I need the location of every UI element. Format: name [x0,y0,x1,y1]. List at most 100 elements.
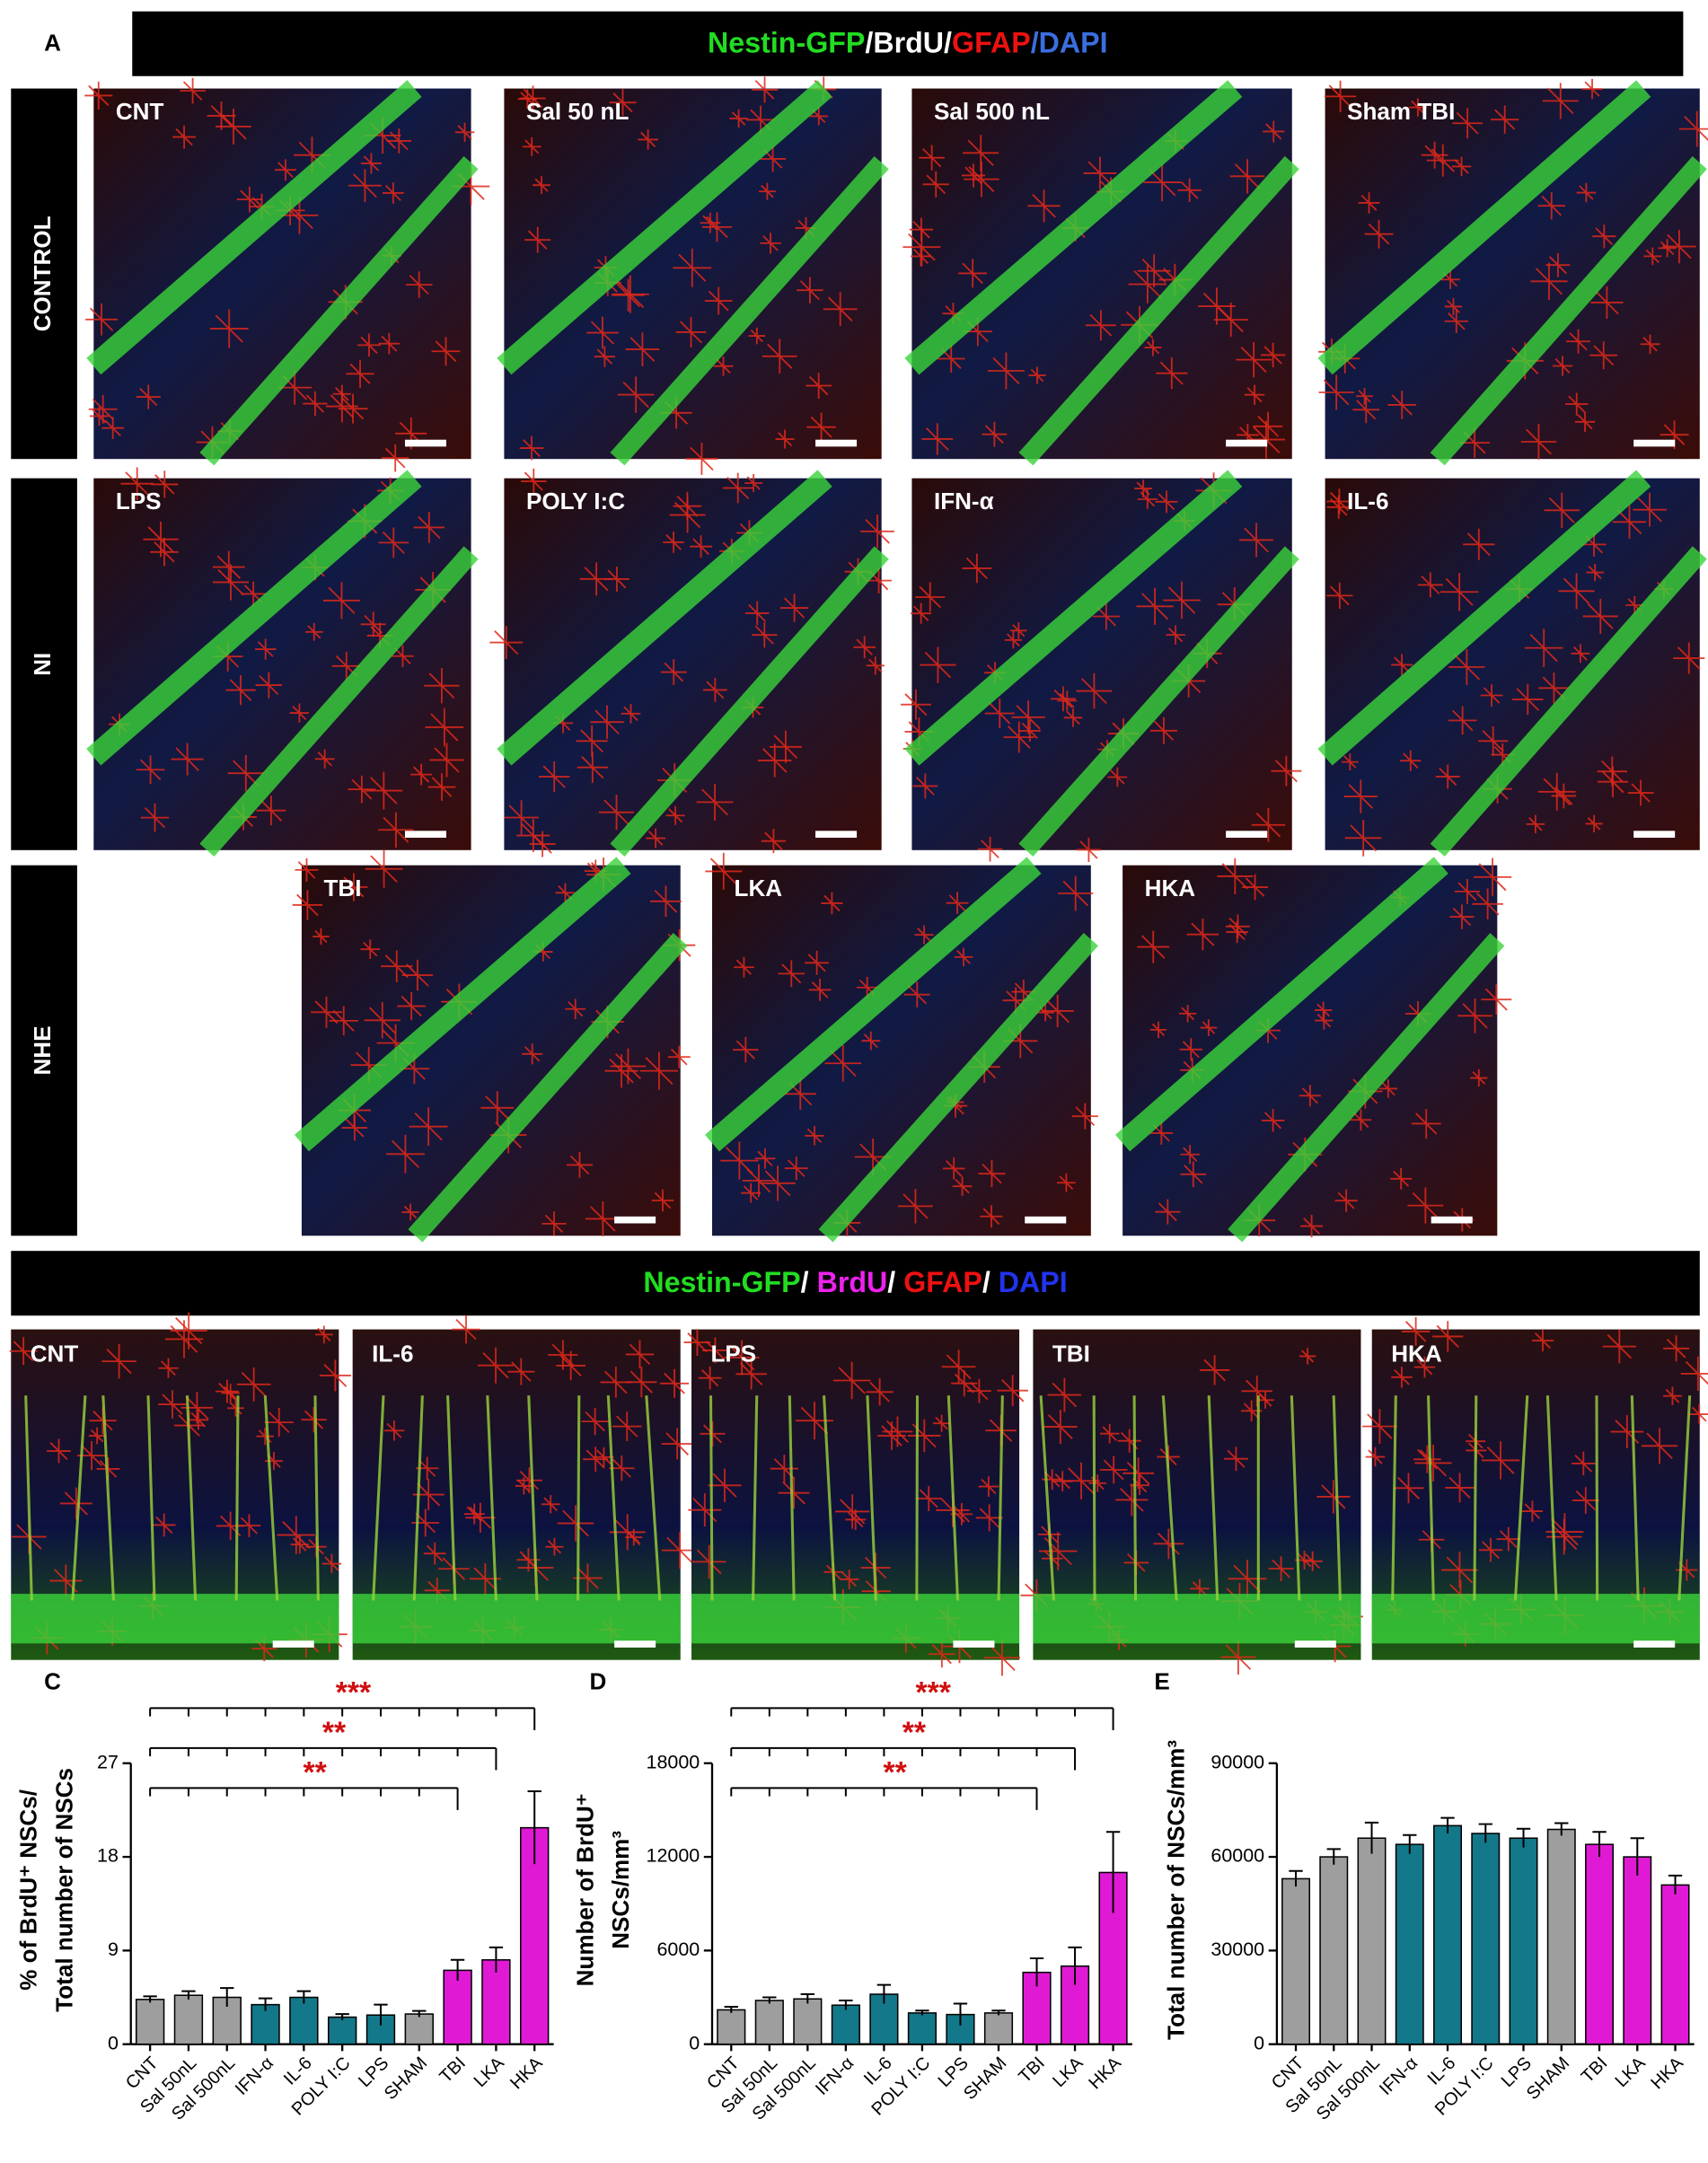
astrocyte [1565,392,1589,416]
radial-glia [1132,1395,1138,1601]
astrocyte [1365,1446,1386,1467]
astrocyte [978,1476,999,1497]
astrocyte [1571,644,1590,664]
astrocyte [383,182,404,204]
y-tick-label: 0 [108,2032,119,2053]
scale-bar [1633,1640,1676,1648]
stain-part: / [887,1265,903,1297]
astrocyte [1362,1409,1397,1445]
y-axis-label: Total number of NSCs [51,1768,78,2012]
radial-glia [412,1395,424,1601]
astrocyte [151,470,179,498]
astrocyte [1063,708,1083,727]
astrocyte [835,1494,870,1529]
astrocyte [1610,1415,1644,1448]
granule-layer [408,933,688,1243]
y-tick-label: 6000 [656,1939,700,1960]
astrocyte [348,775,376,804]
micrograph [1325,88,1700,460]
radial-glia [146,1395,156,1601]
astrocyte [685,442,718,475]
stain-part: DAPI [999,1265,1068,1297]
astrocyte [860,514,894,549]
granule-layer [352,1594,681,1644]
astrocyte [705,852,743,890]
astrocyte [465,1502,496,1533]
granule-layer [294,857,631,1152]
astrocyte [88,1427,106,1445]
y-tick-label: 18 [97,1845,119,1867]
image-label: LPS [710,1341,756,1367]
astrocyte [567,1152,593,1178]
granule-layer [610,546,889,857]
astrocyte [758,182,776,200]
astrocyte [1153,1528,1184,1560]
error-bar [527,1790,541,1865]
significance-stars: *** [336,1675,372,1710]
radial-glia [1677,1395,1692,1601]
astrocyte [975,1504,1003,1532]
astrocyte [480,1091,515,1125]
astrocyte [1521,1500,1544,1522]
astrocyte [338,393,368,424]
astrocyte [744,601,770,626]
y-tick-label: 90000 [1211,1751,1264,1772]
image-label: CNT [116,98,164,125]
astrocyte [1592,224,1616,249]
astrocyte [1149,1021,1167,1039]
astrocyte [691,1544,726,1579]
granule-layer [1115,857,1448,1152]
astrocyte [171,743,204,776]
error-bar [258,1997,273,2011]
astrocyte [1324,80,1357,113]
astrocyte [1199,1355,1230,1385]
astrocyte [1004,631,1023,649]
radial-glia [1039,1395,1055,1601]
astrocyte [303,391,328,417]
astrocyte [1417,572,1443,598]
bar [289,1996,319,2045]
astrocyte [1099,1455,1128,1484]
row-label: NI [29,653,56,676]
astrocyte [1123,1457,1155,1490]
astrocyte [314,749,335,769]
astrocyte [1435,764,1460,789]
astrocyte [1572,1487,1599,1514]
astrocyte [915,582,946,612]
astrocyte [698,1366,722,1390]
astrocyte [275,159,296,181]
micrograph [911,478,1292,850]
micrograph [712,865,1091,1236]
astrocyte [221,1384,240,1402]
astrocyte [1481,1441,1520,1480]
error-bar [953,2002,968,2026]
astrocyte [1254,411,1283,441]
astrocyte [454,122,475,143]
astrocyte [1316,1480,1351,1514]
bar [754,2000,784,2045]
astrocyte [778,1477,810,1509]
y-tick-label: 9 [108,1939,119,1960]
astrocyte [1572,1451,1596,1476]
image-label: IL-6 [372,1341,413,1367]
astrocyte [1574,411,1596,432]
astrocyte [612,1411,642,1442]
astrocyte [1229,159,1265,194]
y-tick-label: 60000 [1211,1845,1264,1867]
astrocyte [1163,581,1201,620]
astrocyte [1452,108,1483,139]
x-tick-label: TBI [1015,2053,1048,2087]
astrocyte [1071,1103,1098,1130]
astrocyte [967,1378,991,1403]
astrocyte [1441,1552,1478,1588]
radial-glia [1630,1395,1640,1601]
radial-glia [645,1395,662,1601]
astrocyte [579,562,613,596]
astrocyte [120,467,154,500]
astrocyte [1268,1556,1294,1582]
astrocyte [1128,265,1167,303]
astrocyte [853,636,876,659]
astrocyte [1136,587,1174,625]
astrocyte [321,1553,342,1574]
stain-part: /BrdU/ [865,26,952,58]
